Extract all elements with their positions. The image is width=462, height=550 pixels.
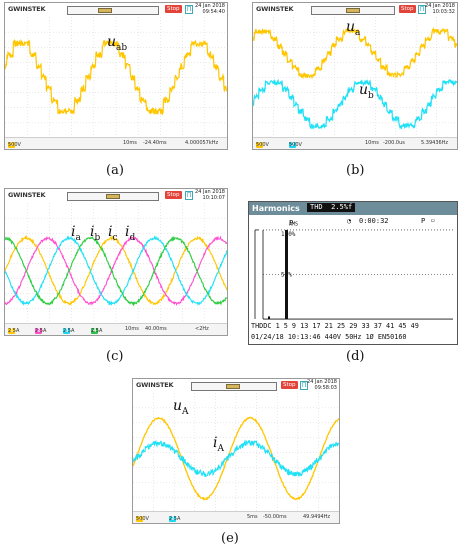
scope-panel-e: GWINSTEK Stop ∏ 24 Jan 2018 09:58:03 1 50… bbox=[132, 378, 340, 524]
stop-indicator: Stop bbox=[399, 5, 416, 13]
series-id bbox=[5, 237, 227, 304]
datetime: 24 Jan 2018 10:10:07 bbox=[195, 190, 225, 201]
harmonics-panel: Harmonics P AMS ◔ 0:00:32 P ▭ THD 2.5%f 1… bbox=[248, 201, 458, 345]
memory-bar bbox=[67, 6, 159, 15]
datetime: 24 Jan 2018 09:58:03 bbox=[307, 380, 337, 391]
brand-logo: GWINSTEK bbox=[8, 5, 45, 13]
harmonics-header: P AMS ◔ 0:00:32 P ▭ bbox=[249, 215, 457, 227]
harmonic-bar bbox=[285, 230, 288, 319]
harmonics-footer: THDDC 1 5 9 13 17 21 25 29 33 37 41 45 4… bbox=[249, 322, 457, 344]
scope-topbar: GWINSTEK Stop ∏ 24 Jan 2018 09:58:03 bbox=[133, 379, 339, 393]
label-iA: iA bbox=[213, 435, 224, 454]
scope-panel-a: GWINSTEK Stop ∏ 24 Jan 2018 09:54:40 1 50… bbox=[4, 2, 228, 150]
label-ub: ub bbox=[359, 82, 374, 101]
thd-readout: THD 2.5%f bbox=[307, 203, 355, 212]
label-ib: ib bbox=[90, 224, 100, 243]
battery-icon: ▭ bbox=[431, 217, 435, 224]
caption-d: (d) bbox=[346, 349, 364, 364]
caption-c: (c) bbox=[106, 349, 123, 364]
label-uA: uA bbox=[173, 398, 189, 417]
waveform-area bbox=[133, 393, 339, 512]
power-icon: P bbox=[421, 217, 425, 225]
scope-topbar: GWINSTEK Stop ∏ 24 Jan 2018 10:10:07 bbox=[5, 189, 227, 203]
waveform-area bbox=[5, 203, 227, 324]
phase-label: P AMS bbox=[289, 217, 298, 227]
label-uab: uab bbox=[107, 34, 127, 53]
label-ic: ic bbox=[108, 224, 118, 243]
memory-bar bbox=[311, 6, 395, 15]
trigger-icon: ∏ bbox=[185, 5, 193, 14]
stop-indicator: Stop bbox=[281, 381, 298, 389]
label-ia: ia bbox=[71, 224, 81, 243]
scope-statusbar: 1 500V 10ms -24.40ms 4.000057kHz bbox=[5, 137, 227, 149]
waveform-svg bbox=[133, 393, 339, 512]
label-id: id bbox=[125, 224, 135, 243]
tick-100: 100% bbox=[281, 231, 296, 238]
scope-statusbar: 1 500V 2 500V 10ms -200.0us 5.39436Hz bbox=[253, 137, 457, 149]
clock-icon: ◔ bbox=[347, 217, 351, 225]
scope-statusbar: 1 500V 2 2.5A 5ms -50.00ms 49.9494Hz bbox=[133, 511, 339, 523]
brand-logo: GWINSTEK bbox=[8, 191, 45, 199]
scope-topbar: GWINSTEK Stop ∏ 24 Jan 2018 10:03:32 bbox=[253, 3, 457, 17]
caption-a: (a) bbox=[106, 163, 124, 178]
stop-indicator: Stop bbox=[165, 5, 182, 13]
memory-bar bbox=[191, 382, 277, 391]
caption-e: (e) bbox=[221, 531, 239, 546]
trigger-icon: ∏ bbox=[185, 191, 193, 200]
harmonics-svg: 100%50% bbox=[249, 227, 457, 322]
brand-logo: GWINSTEK bbox=[256, 5, 293, 13]
scope-statusbar: 1 2.5A 2 2.5A 3 2.5A 4 2.5A 10ms 40.00ms… bbox=[5, 323, 227, 335]
elapsed-time: 0:00:32 bbox=[359, 217, 389, 225]
caption-b: (b) bbox=[346, 163, 364, 178]
stop-indicator: Stop bbox=[165, 191, 182, 199]
waveform-svg bbox=[5, 203, 227, 324]
scope-panel-c: GWINSTEK Stop ∏ 24 Jan 2018 10:10:07 1 2.… bbox=[4, 188, 228, 336]
memory-bar bbox=[67, 192, 159, 201]
brand-logo: GWINSTEK bbox=[136, 381, 173, 389]
harmonic-bar bbox=[268, 316, 270, 319]
harmonics-plot: 100%50% bbox=[249, 227, 457, 322]
datetime: 24 Jan 2018 09:54:40 bbox=[195, 4, 225, 15]
label-ua: ua bbox=[346, 19, 360, 38]
datetime: 24 Jan 2018 10:03:32 bbox=[425, 4, 455, 15]
scope-topbar: GWINSTEK Stop ∏ 24 Jan 2018 09:54:40 bbox=[5, 3, 227, 17]
